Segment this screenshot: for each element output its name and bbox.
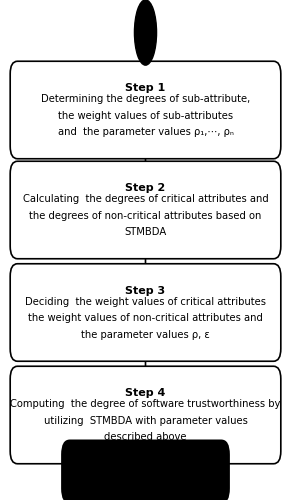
Text: the parameter values ρ, ε: the parameter values ρ, ε (81, 330, 210, 340)
Text: and  the parameter values ρ₁,⋯, ρₙ: and the parameter values ρ₁,⋯, ρₙ (58, 128, 233, 138)
FancyBboxPatch shape (10, 61, 281, 159)
Text: the weight values of non-critical attributes and: the weight values of non-critical attrib… (28, 314, 263, 324)
Text: Step 4: Step 4 (125, 388, 166, 398)
Text: Deciding  the weight values of critical attributes: Deciding the weight values of critical a… (25, 297, 266, 307)
Text: Step 2: Step 2 (125, 183, 166, 193)
Text: Step 1: Step 1 (125, 83, 166, 93)
FancyBboxPatch shape (10, 161, 281, 259)
FancyBboxPatch shape (10, 264, 281, 361)
Ellipse shape (134, 0, 157, 65)
Text: utilizing  STMBDA with parameter values: utilizing STMBDA with parameter values (44, 416, 247, 426)
Text: STMBDA: STMBDA (124, 228, 167, 237)
Text: the weight values of sub-attributes: the weight values of sub-attributes (58, 111, 233, 121)
Text: the degrees of non-critical attributes based on: the degrees of non-critical attributes b… (29, 211, 262, 221)
Text: Computing  the degree of software trustworthiness by: Computing the degree of software trustwo… (10, 400, 281, 409)
FancyBboxPatch shape (61, 440, 230, 500)
Text: Step 3: Step 3 (125, 286, 166, 296)
Text: Calculating  the degrees of critical attributes and: Calculating the degrees of critical attr… (23, 194, 268, 204)
Text: Determining the degrees of sub-attribute,: Determining the degrees of sub-attribute… (41, 94, 250, 104)
Text: described above: described above (104, 432, 187, 442)
FancyBboxPatch shape (10, 366, 281, 464)
